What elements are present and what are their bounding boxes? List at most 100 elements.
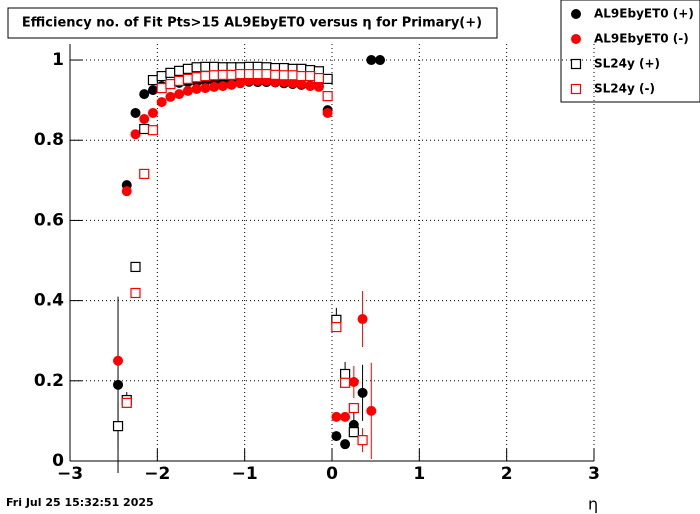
data-point [357, 314, 368, 325]
data-point [130, 261, 141, 273]
data-point [139, 123, 150, 135]
y-tick-label: 0.4 [34, 291, 64, 311]
data-point [261, 68, 272, 80]
data-point [174, 89, 185, 100]
data-point [375, 55, 386, 66]
data-point [348, 402, 359, 414]
data-point [348, 377, 359, 388]
x-axis-label: η [588, 495, 598, 514]
data-point [366, 405, 377, 416]
data-point [217, 81, 228, 92]
data-point [112, 421, 124, 432]
data-point [270, 69, 281, 80]
x-tick-label: −1 [232, 464, 258, 484]
legend-marker [570, 58, 582, 70]
legend-box [560, 0, 700, 103]
data-point [165, 67, 176, 78]
y-tick-label: 0.8 [34, 130, 64, 150]
legend-label: SL24y (-) [594, 82, 655, 96]
data-point [235, 78, 246, 89]
data-point [252, 68, 263, 80]
data-point [156, 83, 167, 94]
data-point [156, 70, 167, 82]
data-point [296, 70, 307, 82]
chart-title: Efficiency no. of Fit Pts>15 AL9EbyET0 v… [22, 16, 482, 31]
data-point [322, 107, 333, 118]
data-point [182, 85, 193, 96]
data-point [182, 73, 193, 84]
data-point [191, 83, 202, 94]
data-point [121, 397, 132, 408]
data-point [200, 83, 211, 94]
data-point [130, 107, 141, 118]
data-point [313, 72, 324, 84]
data-point [366, 55, 377, 66]
timestamp: Fri Jul 25 15:32:51 2025 [6, 496, 154, 509]
data-point [340, 377, 351, 388]
data-point [156, 97, 167, 108]
y-tick-label: 0.2 [34, 371, 64, 391]
x-tick-label: 1 [413, 464, 425, 484]
data-point [340, 439, 351, 450]
data-point [357, 387, 368, 398]
data-point [357, 435, 368, 446]
data-point [305, 70, 316, 82]
data-point [278, 70, 290, 81]
data-point [174, 75, 185, 86]
data-point [191, 62, 202, 73]
data-point [147, 74, 159, 86]
data-point [209, 81, 220, 92]
legend-label: AL9EbyET0 (-) [594, 32, 689, 46]
data-point [139, 89, 150, 100]
x-tick-label: 0 [326, 464, 338, 484]
data-point [340, 411, 351, 422]
data-point [113, 355, 124, 366]
legend-marker [571, 34, 581, 44]
x-tick-label: −3 [57, 464, 83, 484]
x-tick-label: 3 [588, 464, 600, 484]
data-point [147, 107, 158, 118]
data-point [209, 70, 220, 81]
y-tick-label: 0.6 [34, 210, 64, 230]
data-point [313, 81, 324, 92]
data-point [331, 321, 342, 333]
data-point [130, 287, 141, 299]
data-point [322, 91, 333, 102]
data-point [200, 70, 211, 82]
data-point [121, 186, 132, 197]
data-point [322, 73, 333, 84]
data-point [174, 65, 185, 76]
data-point [217, 69, 228, 80]
legend-label: SL24y (+) [594, 57, 660, 71]
x-tick-label: −2 [144, 464, 170, 484]
data-point [191, 72, 202, 83]
y-tick-label: 1 [52, 50, 64, 70]
data-point [139, 113, 150, 124]
data-point [147, 125, 159, 136]
data-point [130, 129, 141, 140]
data-point [348, 427, 359, 438]
data-point [235, 68, 246, 80]
data-point [147, 85, 158, 96]
data-point [113, 379, 124, 390]
y-tick-label: 0 [52, 451, 64, 471]
data-point [165, 91, 176, 102]
data-point [331, 431, 342, 442]
data-point [209, 61, 220, 72]
x-tick-label: 2 [501, 464, 513, 484]
data-point [139, 168, 150, 180]
data-point [200, 61, 211, 72]
legend-label: AL9EbyET0 (+) [594, 7, 694, 21]
data-point [331, 411, 342, 422]
data-point [243, 68, 255, 80]
legend-marker [570, 83, 582, 95]
data-point [340, 368, 351, 380]
data-point [165, 78, 176, 90]
data-point [226, 79, 237, 90]
data-point [182, 63, 193, 74]
legend-marker [571, 9, 581, 19]
data-point [226, 69, 237, 80]
title-box [7, 7, 498, 39]
data-point [305, 81, 316, 92]
